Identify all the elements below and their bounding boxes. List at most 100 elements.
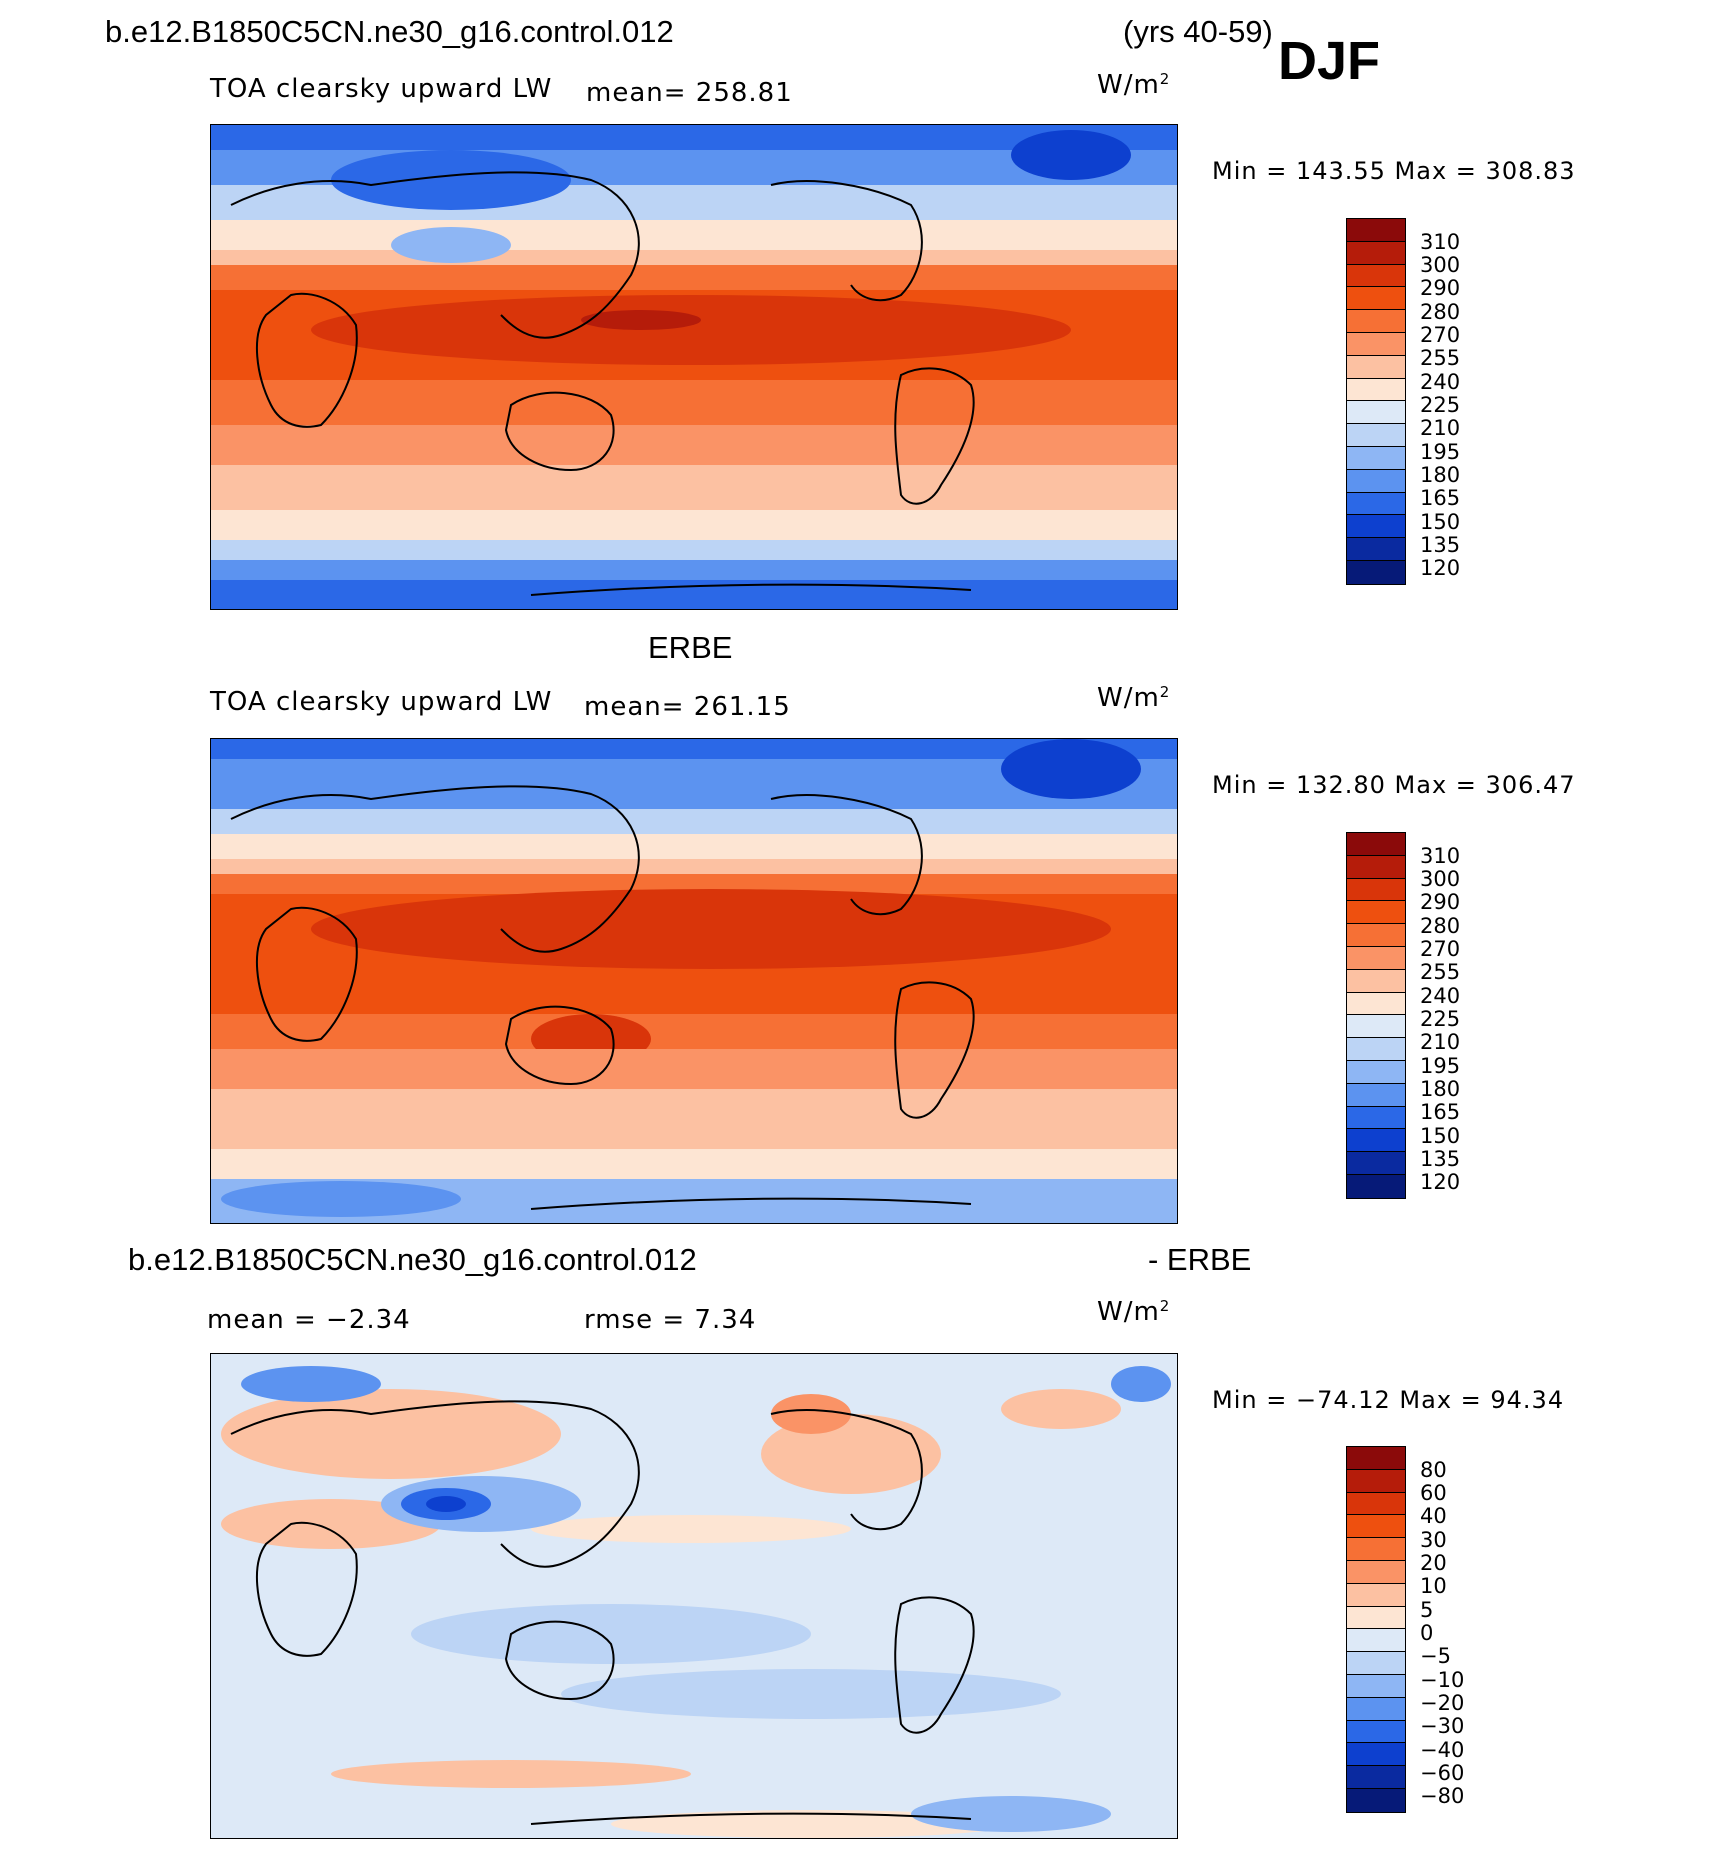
panel2-colorbar-swatch xyxy=(1347,878,1405,902)
panel1-colorbar-swatch xyxy=(1347,378,1405,402)
colorbar-tick: 210 xyxy=(1420,1030,1461,1054)
panel1-colorbar-swatch xyxy=(1347,219,1405,242)
colorbar-tick: 135 xyxy=(1420,1147,1461,1171)
panel1-mean: mean= 258.81 xyxy=(586,78,793,108)
panel2-units: W/m2 xyxy=(1097,683,1171,713)
colorbar-tick: −10 xyxy=(1420,1668,1465,1692)
panel3-units: W/m2 xyxy=(1097,1297,1171,1327)
years-label: (yrs 40-59) xyxy=(1123,14,1273,49)
colorbar-tick: 280 xyxy=(1420,914,1461,938)
panel3-colorbar-swatch xyxy=(1347,1652,1405,1675)
panel2-colorbar-swatch xyxy=(1347,901,1405,925)
panel3-rmse: rmse = 7.34 xyxy=(584,1305,757,1335)
panel3-mean: mean = −2.34 xyxy=(207,1305,411,1335)
colorbar-tick: 180 xyxy=(1420,1077,1461,1101)
panel1-colorbar-swatch xyxy=(1347,401,1405,425)
colorbar-tick: 240 xyxy=(1420,370,1461,394)
panel3-colorbar-swatch xyxy=(1347,1606,1405,1630)
colorbar-tick: 270 xyxy=(1420,937,1461,961)
panel2-colorbar-swatch xyxy=(1347,1129,1405,1153)
colorbar-tick: −30 xyxy=(1420,1714,1465,1738)
colorbar-tick: −80 xyxy=(1420,1784,1465,1808)
panel3-colorbar-swatch xyxy=(1347,1743,1405,1767)
colorbar-tick: 300 xyxy=(1420,253,1461,277)
panel3-colorbar-swatch xyxy=(1347,1788,1405,1812)
colorbar-tick: 310 xyxy=(1420,844,1461,868)
panel1-colorbar-swatch xyxy=(1347,538,1405,561)
panel2-colorbar-swatch xyxy=(1347,992,1405,1016)
season-label: DJF xyxy=(1278,31,1381,91)
colorbar-tick: −20 xyxy=(1420,1691,1465,1715)
panel1-colorbar-swatch xyxy=(1347,332,1405,356)
colorbar-tick: −5 xyxy=(1420,1644,1451,1668)
panel2-title: ERBE xyxy=(648,630,733,665)
panel2-colorbar-swatch xyxy=(1347,946,1405,970)
colorbar-tick: 150 xyxy=(1420,1124,1461,1148)
panel3-map xyxy=(210,1353,1178,1839)
colorbar-tick: 310 xyxy=(1420,230,1461,254)
panel1-colorbar-swatch xyxy=(1347,424,1405,447)
panel2-mean: mean= 261.15 xyxy=(584,692,791,722)
panel3-colorbar-swatch xyxy=(1347,1515,1405,1539)
panel2-colorbar-swatch xyxy=(1347,1060,1405,1084)
panel1-colorbar-swatch xyxy=(1347,241,1405,265)
panel1-colorbar-swatch xyxy=(1347,492,1405,516)
colorbar-tick: 20 xyxy=(1420,1551,1447,1575)
panel1-units: W/m2 xyxy=(1097,70,1171,100)
colorbar-tick: 10 xyxy=(1420,1574,1447,1598)
panel3-colorbar-swatch xyxy=(1347,1674,1405,1698)
panel1-colorbar-swatch xyxy=(1347,515,1405,539)
panel1-colorbar-swatch xyxy=(1347,287,1405,311)
panel3-colorbar-swatch xyxy=(1347,1492,1405,1516)
case-title: b.e12.B1850C5CN.ne30_g16.control.012 xyxy=(105,14,674,49)
panel3-colorbar-swatch xyxy=(1347,1538,1405,1561)
colorbar-tick: 255 xyxy=(1420,346,1461,370)
panel1-minmax: Min = 143.55 Max = 308.83 xyxy=(1212,157,1576,185)
colorbar-tick: 40 xyxy=(1420,1504,1447,1528)
panel2-colorbar-swatch xyxy=(1347,855,1405,879)
panel1-colorbar-swatch xyxy=(1347,264,1405,288)
colorbar-tick: 60 xyxy=(1420,1481,1447,1505)
panel3-colorbar xyxy=(1346,1446,1406,1813)
panel2-map xyxy=(210,738,1178,1224)
panel1-variable: TOA clearsky upward LW xyxy=(210,74,553,104)
colorbar-tick: 300 xyxy=(1420,867,1461,891)
colorbar-tick: 195 xyxy=(1420,1054,1461,1078)
colorbar-tick: 135 xyxy=(1420,533,1461,557)
panel2-colorbar-swatch xyxy=(1347,1083,1405,1107)
panel3-colorbar-swatch xyxy=(1347,1469,1405,1493)
colorbar-tick: 5 xyxy=(1420,1598,1434,1622)
panel3-colorbar-swatch xyxy=(1347,1766,1405,1789)
panel1-colorbar-swatch xyxy=(1347,560,1405,584)
panel3-colorbar-swatch xyxy=(1347,1720,1405,1744)
panel1-colorbar-swatch xyxy=(1347,310,1405,333)
panel3-colorbar-swatch xyxy=(1347,1560,1405,1584)
colorbar-tick: 165 xyxy=(1420,486,1461,510)
panel3-colorbar-swatch xyxy=(1347,1629,1405,1653)
panel2-colorbar-swatch xyxy=(1347,1174,1405,1198)
panel2-minmax: Min = 132.80 Max = 306.47 xyxy=(1212,771,1576,799)
colorbar-tick: 120 xyxy=(1420,1170,1461,1194)
colorbar-tick: 80 xyxy=(1420,1458,1447,1482)
colorbar-tick: 240 xyxy=(1420,984,1461,1008)
colorbar-tick: 210 xyxy=(1420,416,1461,440)
panel3-title-right: - ERBE xyxy=(1148,1242,1252,1277)
colorbar-tick: 255 xyxy=(1420,960,1461,984)
panel3-colorbar-swatch xyxy=(1347,1697,1405,1721)
colorbar-tick: 225 xyxy=(1420,393,1461,417)
panel3-minmax: Min = −74.12 Max = 94.34 xyxy=(1212,1386,1565,1414)
panel1-map xyxy=(210,124,1178,610)
colorbar-tick: 270 xyxy=(1420,323,1461,347)
colorbar-tick: 165 xyxy=(1420,1100,1461,1124)
panel2-colorbar-swatch xyxy=(1347,969,1405,993)
panel3-title-left: b.e12.B1850C5CN.ne30_g16.control.012 xyxy=(128,1242,697,1277)
colorbar-tick: 150 xyxy=(1420,510,1461,534)
panel1-colorbar-swatch xyxy=(1347,469,1405,493)
colorbar-tick: 120 xyxy=(1420,556,1461,580)
colorbar-tick: 290 xyxy=(1420,890,1461,914)
panel2-colorbar-swatch xyxy=(1347,833,1405,856)
panel1-colorbar-swatch xyxy=(1347,355,1405,379)
panel2-colorbar xyxy=(1346,832,1406,1199)
colorbar-tick: −60 xyxy=(1420,1761,1465,1785)
colorbar-tick: 195 xyxy=(1420,440,1461,464)
